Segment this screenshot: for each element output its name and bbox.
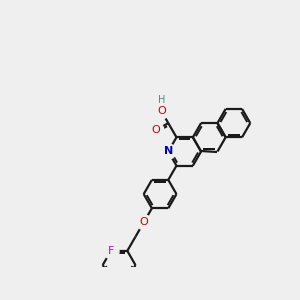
Text: O: O (157, 106, 166, 116)
Text: O: O (152, 125, 161, 135)
Text: H: H (158, 94, 165, 105)
Text: O: O (139, 218, 148, 227)
Text: F: F (108, 246, 114, 256)
Text: N: N (164, 146, 173, 157)
